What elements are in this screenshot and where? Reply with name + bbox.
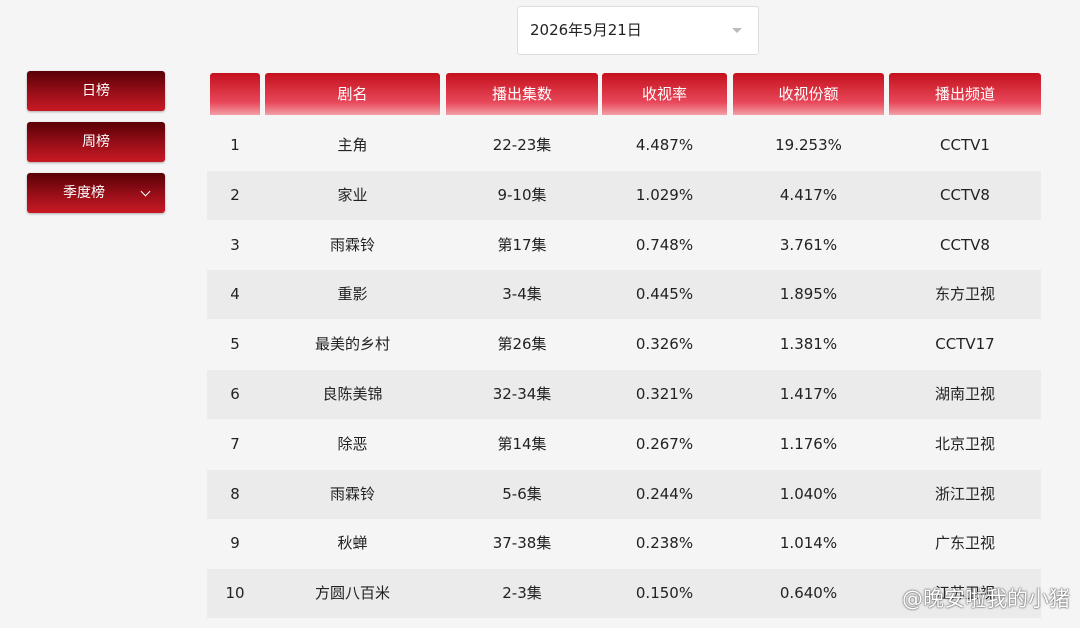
table-row: 4 重影 3-4集 0.445% 1.895% 东方卫视 bbox=[207, 270, 1041, 320]
table-cell: 0.267% bbox=[635, 434, 694, 453]
table-cell: 0.244% bbox=[635, 484, 694, 503]
table-cell: 8 bbox=[230, 484, 240, 503]
table-row: 2 家业 9-10集 1.029% 4.417% CCTV8 bbox=[207, 170, 1041, 220]
table-cell: 37-38集 bbox=[492, 534, 552, 553]
table-cell: 第17集 bbox=[497, 235, 547, 254]
dropdown-arrow bbox=[732, 28, 742, 33]
table-cell: 0.640% bbox=[779, 584, 838, 603]
table-cell: 第14集 bbox=[497, 434, 547, 453]
table-cell: 6 bbox=[230, 385, 240, 403]
table-row: 7 除恶 第14集 0.267% 1.176% 北京卫视 bbox=[207, 420, 1041, 469]
table-cell: 0.326% bbox=[635, 335, 694, 354]
table-cell: 0.321% bbox=[635, 385, 694, 403]
table-cell: 东方卫视 bbox=[934, 285, 995, 304]
table-cell: 2 bbox=[230, 185, 240, 204]
table-cell: 湖南卫视 bbox=[934, 385, 995, 403]
table-cell: 1.176% bbox=[779, 434, 838, 453]
table-cell: 重影 bbox=[337, 285, 368, 304]
table-row: 9 秋蝉 37-38集 0.238% 1.014% 广东卫视 bbox=[207, 519, 1041, 568]
table-row: 10 方圆八百米 2-3集 0.150% 0.640% 江苏卫视 bbox=[207, 569, 1041, 619]
table-cell: 0.748% bbox=[635, 235, 694, 254]
table-cell: 4 bbox=[230, 285, 240, 304]
table-cell: 方圆八百米 bbox=[314, 584, 390, 603]
table-cell: 雨霖铃 bbox=[329, 484, 375, 503]
table-cell: 1.895% bbox=[779, 285, 838, 304]
table-cell: 1.014% bbox=[779, 534, 838, 553]
watermark: @晚安啦我的小猪 bbox=[902, 587, 1070, 611]
table-cell: 1.417% bbox=[779, 385, 838, 403]
table-cell: 第26集 bbox=[497, 335, 547, 354]
table-cell: 22-23集 bbox=[492, 136, 552, 154]
table-row: 5 最美的乡村 第26集 0.326% 1.381% CCTV17 bbox=[207, 320, 1041, 369]
table-cell: 32-34集 bbox=[492, 385, 552, 403]
table-cell: 9 bbox=[230, 534, 240, 553]
table-row: 6 良陈美锦 32-34集 0.321% 1.417% 湖南卫视 bbox=[207, 370, 1041, 419]
table-cell: 0.150% bbox=[635, 584, 694, 603]
table-cell: CCTV8 bbox=[940, 235, 990, 254]
header-cell: 剧名 bbox=[265, 73, 440, 115]
table-cell: 0.238% bbox=[635, 534, 694, 553]
table-cell: 3.761% bbox=[779, 235, 838, 254]
table-cell: 4.417% bbox=[779, 185, 838, 204]
table-cell: 1.040% bbox=[779, 484, 838, 503]
table-cell: 19.253% bbox=[775, 136, 842, 154]
table-cell: 5 bbox=[230, 335, 240, 354]
header-cell: 播出集数 bbox=[446, 73, 598, 115]
table-cell: 3-4集 bbox=[502, 285, 542, 304]
table-cell: 1.029% bbox=[635, 185, 694, 204]
table-cell: 主角 bbox=[337, 136, 368, 154]
table-cell: 雨霖铃 bbox=[329, 235, 375, 254]
table-cell: 北京卫视 bbox=[934, 434, 995, 453]
header-cell: 收视份额 bbox=[733, 73, 884, 115]
table-row: 8 雨霖铃 5-6集 0.244% 1.040% 浙江卫视 bbox=[207, 469, 1041, 519]
table-cell: 广东卫视 bbox=[934, 534, 995, 553]
table-cell: 4.487% bbox=[635, 136, 694, 154]
date-picker[interactable]: 2026年5月21日 bbox=[517, 6, 759, 55]
table-cell: 2-3集 bbox=[502, 584, 542, 603]
header-cell bbox=[210, 73, 260, 115]
table-cell: CCTV8 bbox=[940, 185, 990, 204]
table-cell: 5-6集 bbox=[502, 484, 542, 503]
table-cell: 1 bbox=[230, 136, 240, 154]
table-cell: 1.381% bbox=[779, 335, 838, 354]
header-cell: 播出频道 bbox=[889, 73, 1041, 115]
table-cell: 良陈美锦 bbox=[322, 385, 383, 403]
sidebar-button[interactable]: 周榜 bbox=[27, 122, 165, 162]
table-row: 3 雨霖铃 第17集 0.748% 3.761% CCTV8 bbox=[207, 221, 1041, 270]
table-cell: 秋蝉 bbox=[337, 534, 368, 553]
table-cell: 家业 bbox=[337, 185, 368, 204]
table-cell: 0.445% bbox=[635, 285, 694, 304]
date-text: 2026年5月21日 bbox=[530, 21, 642, 39]
table-cell: 江苏卫视 bbox=[934, 584, 995, 603]
table-cell: 除恶 bbox=[337, 434, 368, 453]
table-cell: 9-10集 bbox=[497, 185, 547, 204]
table-cell: 10 bbox=[225, 584, 245, 603]
chevron bbox=[140, 186, 151, 197]
table-row: 1 主角 22-23集 4.487% 19.253% CCTV1 bbox=[207, 121, 1041, 170]
sidebar-button[interactable]: 季度榜 bbox=[27, 173, 165, 213]
table-cell: CCTV1 bbox=[940, 136, 990, 154]
table-cell: 最美的乡村 bbox=[314, 335, 390, 354]
table-cell: 7 bbox=[230, 434, 240, 453]
table-cell: CCTV17 bbox=[935, 335, 995, 354]
table-cell: 3 bbox=[230, 235, 240, 254]
header-cell: 收视率 bbox=[602, 73, 727, 115]
table-cell: 浙江卫视 bbox=[934, 484, 995, 503]
sidebar-button[interactable]: 日榜 bbox=[27, 71, 165, 111]
